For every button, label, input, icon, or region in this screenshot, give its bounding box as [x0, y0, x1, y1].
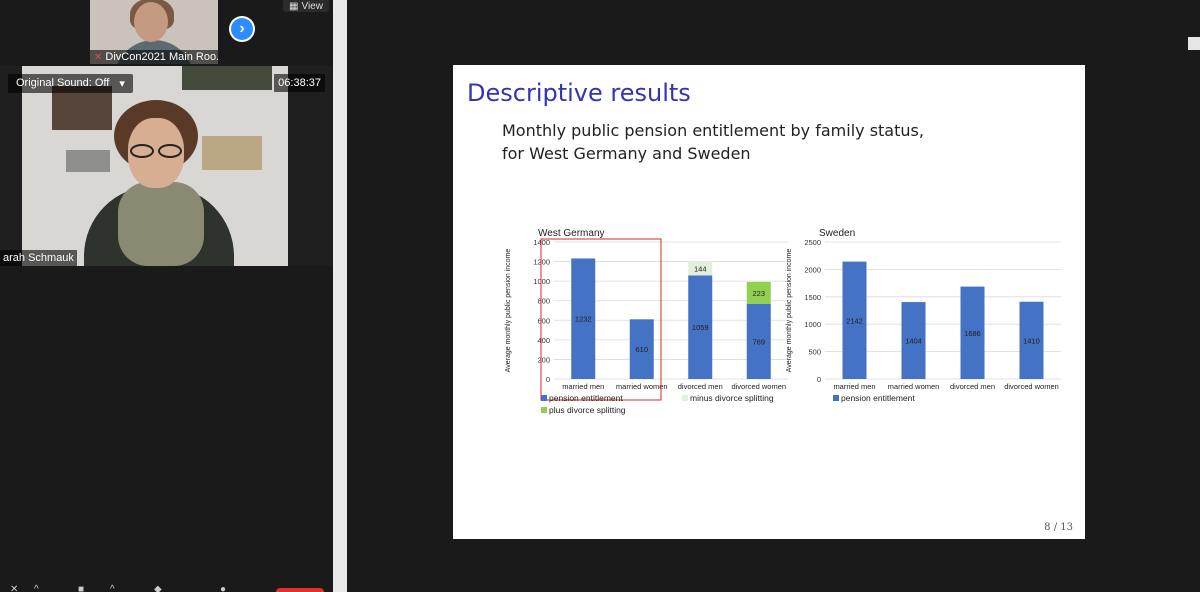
- slide-subtitle: Monthly public pension entitlement by fa…: [502, 119, 924, 165]
- chevron-up-icon[interactable]: ^: [34, 584, 39, 592]
- slide-title: Descriptive results: [467, 79, 691, 107]
- next-page-button[interactable]: ›: [229, 16, 255, 42]
- participant-face: [134, 2, 168, 42]
- x-tick-label: married men: [833, 382, 875, 391]
- data-label: 2142: [846, 316, 863, 325]
- original-sound-toggle[interactable]: Original Sound: Off ▾: [8, 74, 133, 93]
- chart-title: West Germany: [538, 228, 605, 239]
- mic-muted-icon: ✕: [94, 51, 103, 63]
- view-label: View: [301, 0, 323, 12]
- y-tick-label: 500: [808, 348, 821, 357]
- x-tick-label: married women: [616, 382, 668, 391]
- legend-swatch: [682, 395, 688, 401]
- legend-label: minus divorce splitting: [690, 393, 774, 403]
- bar-pension-entitlement: [629, 319, 654, 379]
- data-label: 1686: [964, 329, 981, 338]
- x-tick-label: divorced women: [1004, 382, 1059, 391]
- y-tick-label: 1000: [533, 277, 550, 286]
- bar-pension-entitlement: [901, 302, 926, 379]
- bar-pension-entitlement: [688, 275, 713, 379]
- chart-title: Sweden: [819, 228, 855, 239]
- presentation-slide: Descriptive results Monthly public pensi…: [453, 65, 1085, 539]
- speaker-name-label: arah Schmauk: [0, 250, 77, 266]
- view-button[interactable]: ▦ View: [283, 0, 329, 12]
- x-tick-label: divorced men: [678, 382, 723, 391]
- y-tick-label: 1200: [533, 258, 550, 267]
- x-tick-label: divorced women: [731, 382, 786, 391]
- data-label: 1059: [692, 323, 709, 332]
- legend-swatch: [541, 407, 547, 413]
- y-tick-label: 1400: [533, 238, 550, 247]
- speaker-scarf: [118, 182, 204, 266]
- data-label: 769: [752, 337, 765, 346]
- wall-photo: [66, 150, 110, 172]
- bar-pension-entitlement: [842, 261, 867, 379]
- participant-name: DivCon2021 Main Roo...: [105, 51, 218, 63]
- y-tick-label: 0: [817, 375, 821, 384]
- mic-muted-icon[interactable]: ✕: [10, 584, 19, 592]
- slide-subtitle-line: Monthly public pension entitlement by fa…: [502, 121, 924, 140]
- chevron-down-icon: ▾: [119, 78, 125, 90]
- participant-name-label: ✕ DivCon2021 Main Roo...: [90, 50, 218, 64]
- data-label: 144: [694, 264, 707, 273]
- y-tick-label: 1500: [804, 293, 821, 302]
- original-sound-label: Original Sound: Off: [16, 77, 110, 89]
- participants-icon[interactable]: ●: [220, 584, 227, 592]
- wall-photo: [182, 66, 272, 90]
- y-axis-label: Average monthly public pension income: [786, 249, 793, 373]
- bar-pension-entitlement: [960, 286, 985, 379]
- y-tick-label: 0: [546, 375, 550, 384]
- chevron-up-icon[interactable]: ^: [110, 584, 115, 592]
- wall-photo: [202, 136, 262, 170]
- legend-label: pension entitlement: [841, 393, 915, 403]
- bar-minus-divorce-splitting: [688, 261, 713, 276]
- chevron-right-icon: ›: [231, 18, 253, 40]
- y-tick-label: 2000: [804, 265, 821, 274]
- bar-pension-entitlement: [1019, 301, 1044, 379]
- y-tick-label: 800: [537, 297, 550, 306]
- video-camera-icon[interactable]: ■: [78, 584, 85, 592]
- bar-plus-divorce-splitting: [746, 281, 771, 304]
- security-shield-icon[interactable]: ◆: [154, 584, 162, 592]
- highlight-box: [540, 238, 662, 401]
- pension-charts: West Germany Average monthly public pensi…: [505, 228, 1061, 415]
- panel-divider[interactable]: [333, 0, 347, 592]
- scroll-handle[interactable]: [1188, 37, 1200, 50]
- y-tick-label: 1000: [804, 320, 821, 329]
- bar-pension-entitlement: [571, 258, 596, 379]
- data-label: 1404: [905, 337, 922, 346]
- data-label: 223: [752, 289, 765, 298]
- slide-subtitle-line: for West Germany and Sweden: [502, 144, 751, 163]
- elapsed-time: 06:38:37: [274, 74, 325, 92]
- speaker-glasses: [130, 144, 182, 158]
- legend-label: pension entitlement: [549, 393, 623, 403]
- active-speaker-tile[interactable]: Original Sound: Off ▾ 06:38:37 arah Schm…: [0, 66, 333, 266]
- participant-video-tile[interactable]: ✕ DivCon2021 Main Roo...: [90, 0, 218, 64]
- y-tick-label: 400: [537, 336, 550, 345]
- grid-icon: ▦: [289, 0, 299, 12]
- data-label: 1232: [575, 315, 592, 324]
- x-tick-label: divorced men: [950, 382, 995, 391]
- y-tick-label: 600: [537, 316, 550, 325]
- data-label: 1410: [1023, 336, 1040, 345]
- y-tick-label: 2500: [804, 238, 821, 247]
- participants-panel: ✕ DivCon2021 Main Roo... › ▦ View Origin…: [0, 0, 333, 592]
- bar-pension-entitlement: [746, 303, 771, 379]
- x-tick-label: married women: [888, 382, 940, 391]
- legend-swatch: [833, 395, 839, 401]
- legend-swatch: [541, 395, 547, 401]
- speaker-video: [22, 66, 288, 266]
- legend-label: plus divorce splitting: [549, 405, 626, 415]
- data-label: 610: [635, 345, 648, 354]
- x-tick-label: married men: [562, 382, 604, 391]
- y-tick-label: 200: [537, 355, 550, 364]
- page-number: 8 / 13: [1044, 522, 1073, 533]
- y-axis-label: Average monthly public pension income: [505, 249, 512, 373]
- end-meeting-button[interactable]: [276, 588, 324, 592]
- wall-photo: [52, 86, 112, 130]
